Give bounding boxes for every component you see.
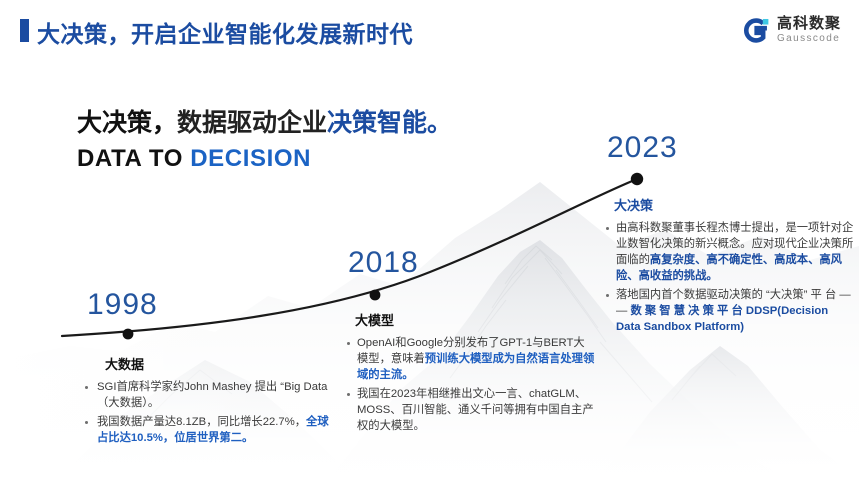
bullet-text: 落地国内首个数据驱动决策的 “大决策” 平 台 — — [616, 289, 851, 318]
curve-line [60, 177, 639, 338]
curve-point-1998 [122, 328, 134, 340]
milestone-2018-heading: 大模型 [355, 313, 395, 328]
bullet-highlight: 预训练大模型成为自然语言处理领域的主流。 [357, 353, 595, 382]
milestone-1998-heading: 大数据 [105, 357, 145, 372]
list-item: 落地国内首个数据驱动决策的 “大决策” 平 台 — — 数 聚 智 慧 决 策 … [604, 287, 854, 335]
headline-line1-part-c: 决策智能。 [327, 109, 453, 137]
list-item: 我国在2023年相继推出文心一言、chatGLM、MOSS、百川智能、通义千问等… [345, 386, 595, 434]
list-item: 我国数据产量达8.1ZB，同比增长22.7%，全球占比达10.5%，位居世界第二… [83, 414, 335, 446]
milestone-2023-year: 2023 [607, 131, 678, 164]
page-title: 大决策，开启企业智能化发展新时代 [37, 21, 413, 47]
milestone-1998-bullets: SGI首席科学家约John Mashey 提出 “Big Data（大数据）。 … [83, 379, 335, 446]
bullet-text: 由高科数聚董事长程杰博士提出，是一项针对企业数智化决策的新兴概念。应对现代企业决… [616, 222, 854, 267]
list-item: SGI首席科学家约John Mashey 提出 “Big Data（大数据）。 [83, 379, 335, 411]
bullet-highlight: 全球占比达10.5%，位居世界第二。 [97, 416, 329, 445]
curve-point-2018 [369, 289, 381, 301]
bullet-text: 我国数据产量达8.1ZB，同比增长22.7%， [97, 416, 307, 429]
milestone-2018-year: 2018 [348, 246, 419, 279]
milestone-2018: 2018 大模型 OpenAI和Google分别发布了GPT-1与BERT大模型… [345, 248, 595, 437]
logo-name-en: Gausscode [776, 33, 841, 44]
list-item: 由高科数聚董事长程杰博士提出，是一项针对企业数智化决策的新兴概念。应对现代企业决… [604, 220, 854, 284]
blue-bar-icon [20, 19, 29, 42]
company-logo: 高科数聚 Gausscode [743, 12, 841, 48]
headline-line-1: 大决策，数据驱动企业决策智能。 [77, 108, 452, 139]
curve-point-2023 [630, 172, 644, 186]
milestone-1998: 1998 大数据 SGI首席科学家约John Mashey 提出 “Big Da… [83, 290, 335, 449]
milestone-2023: 2023 大决策 由高科数聚董事长程杰博士提出，是一项针对企业数智化决策的新兴概… [604, 133, 854, 338]
gausscode-g-logo-icon [743, 17, 769, 43]
mountain-background-image [0, 60, 859, 478]
milestone-2023-heading: 大决策 [614, 198, 654, 213]
timeline-growth-curve [60, 172, 644, 340]
bullet-highlight: 高复杂度、高不确定性、高成本、高风险、高收益的挑战。 [616, 254, 842, 283]
slide-header: 大决策，开启企业智能化发展新时代 高科数聚 Gausscode [0, 0, 859, 60]
headline-line1-part-a: 大决策， [77, 109, 178, 137]
bullet-text: SGI首席科学家约John Mashey 提出 “Big Data（大数据）。 [97, 381, 328, 410]
logo-text-block: 高科数聚 Gausscode [777, 16, 841, 44]
headline-block: 大决策，数据驱动企业决策智能。 DATA TO DECISION [77, 108, 452, 173]
bullet-text: OpenAI和Google分别发布了GPT-1与BERT大模型，意味着 [357, 337, 585, 366]
milestone-2023-bullets: 由高科数聚董事长程杰博士提出，是一项针对企业数智化决策的新兴概念。应对现代企业决… [604, 220, 854, 335]
headline-line2-part-a: DATA TO [77, 144, 191, 172]
headline-line2-part-b: DECISION [190, 144, 312, 172]
list-item: OpenAI和Google分别发布了GPT-1与BERT大模型，意味着预训练大模… [345, 335, 595, 383]
headline-line-2: DATA TO DECISION [77, 145, 452, 173]
mountain-left-fade [0, 60, 520, 478]
bullet-highlight: 数 聚 智 慧 决 策 平 台 DDSP(Decision Data Sandb… [616, 305, 829, 334]
headline-line1-part-b: 数据驱动企业 [177, 109, 328, 137]
bullet-text: 我国在2023年相继推出文心一言、chatGLM、MOSS、百川智能、通义千问等… [357, 388, 594, 433]
logo-name-cn: 高科数聚 [776, 15, 841, 32]
milestone-1998-year: 1998 [87, 288, 158, 321]
milestone-2018-bullets: OpenAI和Google分别发布了GPT-1与BERT大模型，意味着预训练大模… [345, 335, 595, 434]
